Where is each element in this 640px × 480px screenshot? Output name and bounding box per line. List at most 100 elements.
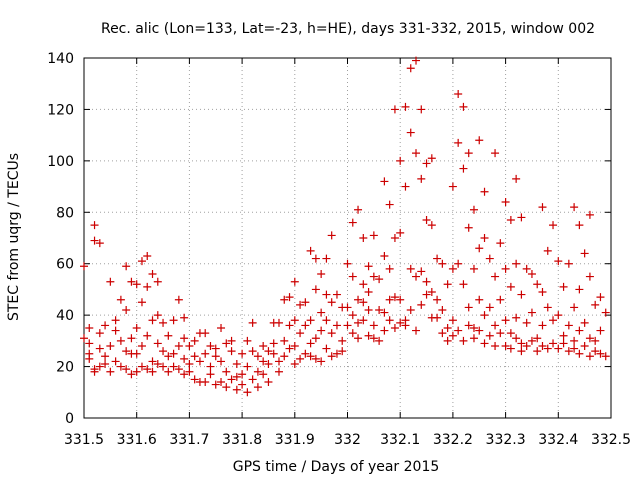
data-point xyxy=(159,362,168,371)
x-tick-label: 331.7 xyxy=(169,432,209,448)
data-point xyxy=(95,329,104,338)
data-point xyxy=(538,203,547,212)
data-point xyxy=(464,321,473,330)
x-tick-label: 332 xyxy=(334,432,361,448)
data-point xyxy=(227,375,236,384)
data-point xyxy=(101,321,110,330)
data-point xyxy=(280,352,289,361)
data-point xyxy=(143,365,152,374)
data-point xyxy=(354,205,363,214)
data-point xyxy=(417,174,426,183)
data-point xyxy=(570,203,579,212)
data-point xyxy=(575,221,584,230)
data-point xyxy=(491,342,500,350)
data-point xyxy=(454,259,463,268)
data-point xyxy=(306,246,315,255)
data-point xyxy=(322,290,331,299)
data-point xyxy=(517,213,526,222)
data-point xyxy=(238,349,247,358)
data-point xyxy=(480,234,489,242)
data-point xyxy=(390,105,399,114)
data-point xyxy=(343,303,352,312)
data-point xyxy=(311,354,320,363)
data-point xyxy=(427,221,436,230)
data-point xyxy=(174,295,183,304)
data-point xyxy=(438,306,447,314)
data-point xyxy=(164,352,173,361)
data-point xyxy=(517,290,526,299)
data-point xyxy=(195,357,204,366)
data-point xyxy=(180,370,189,379)
data-point xyxy=(369,321,378,330)
data-point xyxy=(585,272,594,281)
chart-title: Rec. alic (Lon=133, Lat=-23, h=HE), days… xyxy=(101,21,595,37)
data-point xyxy=(169,362,178,371)
data-point xyxy=(364,306,373,314)
data-point xyxy=(327,231,336,240)
data-point xyxy=(475,136,484,145)
data-point xyxy=(585,334,594,343)
data-point xyxy=(412,272,421,281)
data-point xyxy=(148,367,157,376)
data-point xyxy=(501,316,510,325)
data-point xyxy=(348,311,357,320)
data-point xyxy=(285,344,294,353)
data-point xyxy=(264,378,273,386)
data-point xyxy=(148,316,157,325)
data-point xyxy=(327,352,336,361)
data-point xyxy=(116,362,125,371)
data-point xyxy=(274,318,283,327)
data-point xyxy=(122,365,131,374)
data-point xyxy=(454,90,463,98)
data-point xyxy=(227,336,236,345)
data-point xyxy=(380,252,389,260)
data-point xyxy=(454,326,463,335)
data-point xyxy=(522,342,531,350)
data-point xyxy=(127,334,136,343)
data-point xyxy=(506,329,515,338)
data-point xyxy=(248,347,257,356)
data-point xyxy=(396,318,405,327)
data-point xyxy=(575,349,584,358)
data-point xyxy=(443,280,452,289)
data-point xyxy=(538,342,547,350)
data-point xyxy=(543,344,552,353)
data-point xyxy=(301,298,310,307)
data-point xyxy=(122,347,131,356)
data-point xyxy=(164,331,173,340)
data-point xyxy=(401,102,410,111)
data-point xyxy=(396,156,405,165)
data-point xyxy=(148,357,157,366)
data-point xyxy=(253,367,262,376)
data-point xyxy=(243,388,252,397)
data-point xyxy=(280,336,289,345)
data-point xyxy=(512,313,521,322)
axes xyxy=(83,57,612,419)
data-point xyxy=(343,259,352,268)
data-point xyxy=(480,187,489,196)
data-point xyxy=(159,318,168,327)
data-point xyxy=(143,252,152,260)
data-point xyxy=(296,354,305,363)
data-point xyxy=(375,275,384,284)
data-point xyxy=(290,316,299,325)
data-point xyxy=(354,334,363,343)
data-point xyxy=(480,339,489,348)
data-point xyxy=(417,267,426,276)
data-point xyxy=(422,290,431,299)
data-point xyxy=(506,344,515,353)
data-point xyxy=(174,365,183,374)
data-point xyxy=(211,344,220,353)
data-point xyxy=(385,316,394,325)
data-point xyxy=(538,321,547,330)
data-point xyxy=(338,336,347,345)
data-point xyxy=(496,329,505,338)
data-point xyxy=(217,357,226,366)
data-point xyxy=(469,264,478,273)
data-point xyxy=(448,316,457,325)
y-tick-label: 120 xyxy=(47,102,74,118)
data-point xyxy=(385,264,394,273)
data-point xyxy=(591,347,600,356)
data-point xyxy=(438,259,447,268)
